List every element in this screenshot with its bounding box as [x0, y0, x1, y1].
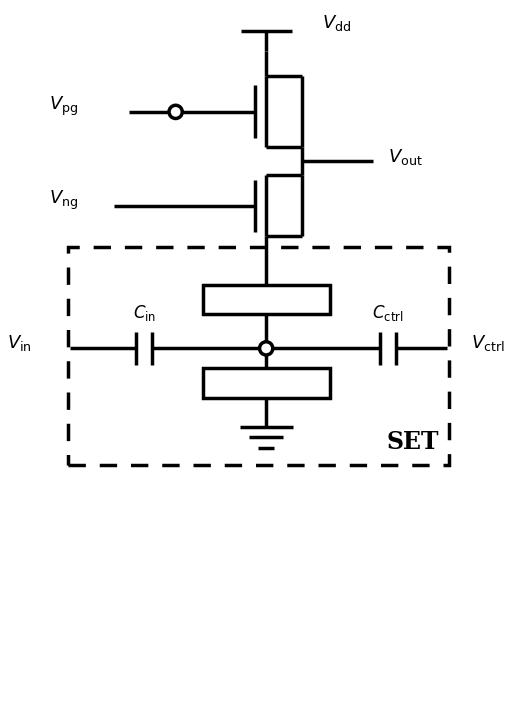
Text: $V_{\rm in}$: $V_{\rm in}$	[7, 333, 32, 353]
Text: $V_{\rm ctrl}$: $V_{\rm ctrl}$	[472, 333, 505, 353]
Text: $V_{\rm pg}$: $V_{\rm pg}$	[49, 95, 78, 118]
Bar	[203, 368, 330, 398]
Text: $V_{\rm out}$: $V_{\rm out}$	[388, 147, 423, 167]
Text: $V_{\rm ng}$: $V_{\rm ng}$	[49, 189, 78, 212]
Bar	[68, 246, 449, 466]
Bar	[203, 285, 330, 314]
Text: SET: SET	[387, 430, 439, 454]
Text: $C_{\rm ctrl}$: $C_{\rm ctrl}$	[372, 303, 404, 323]
Text: $C_{\rm in}$: $C_{\rm in}$	[133, 303, 156, 323]
Text: $V_{\rm dd}$: $V_{\rm dd}$	[322, 13, 351, 33]
